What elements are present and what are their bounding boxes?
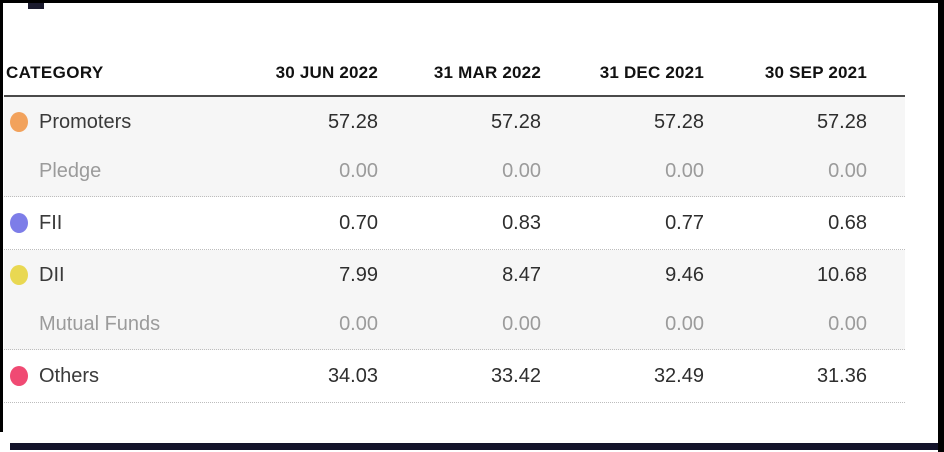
table-row-fii: FII 0.70 0.83 0.77 0.68 — [4, 197, 905, 250]
dii-dot-icon — [10, 265, 28, 285]
frame-border-right — [938, 0, 944, 452]
frame-bottom-bar — [10, 443, 938, 450]
cell-value: 31.36 — [816, 364, 867, 387]
others-dot-icon — [10, 366, 28, 386]
row-label: Others — [39, 364, 100, 387]
cell-value: 57.28 — [816, 110, 867, 133]
cell-value: 0.00 — [665, 160, 704, 182]
cell-value: 7.99 — [339, 263, 378, 286]
cell-value: 8.47 — [502, 263, 541, 286]
column-header-category: CATEGORY — [6, 62, 104, 82]
cell-value: 10.68 — [816, 263, 867, 286]
row-label: Mutual Funds — [39, 313, 161, 335]
cell-value: 0.00 — [665, 313, 704, 335]
cell-value: 57.28 — [490, 110, 541, 133]
cell-value: 57.28 — [653, 110, 704, 133]
cell-value: 0.00 — [502, 313, 541, 335]
column-header-30-jun-2022: 30 JUN 2022 — [275, 62, 378, 82]
shareholding-table: CATEGORY 30 JUN 2022 31 MAR 2022 31 DEC … — [4, 50, 905, 403]
cell-value: 0.00 — [339, 313, 378, 335]
table-row-pledge: Pledge 0.00 0.00 0.00 0.00 — [4, 147, 905, 197]
column-header-31-mar-2022: 31 MAR 2022 — [433, 62, 541, 82]
row-label: Pledge — [39, 160, 102, 182]
cell-value: 0.00 — [502, 160, 541, 182]
cell-value: 0.68 — [828, 211, 867, 234]
table-row-promoters: Promoters 57.28 57.28 57.28 57.28 — [4, 97, 905, 147]
column-header-30-sep-2021: 30 SEP 2021 — [764, 62, 867, 82]
column-header-31-dec-2021: 31 DEC 2021 — [599, 62, 704, 82]
cell-value: 9.46 — [665, 263, 704, 286]
cell-value: 33.42 — [490, 364, 541, 387]
row-label: Promoters — [39, 110, 132, 133]
cell-value: 0.00 — [339, 160, 378, 182]
promoters-dot-icon — [10, 112, 28, 132]
cell-value: 0.77 — [665, 211, 704, 234]
frame-corner-notch — [28, 3, 44, 9]
row-label: DII — [39, 263, 65, 286]
cell-value: 57.28 — [327, 110, 378, 133]
table-header-row: CATEGORY 30 JUN 2022 31 MAR 2022 31 DEC … — [4, 50, 905, 97]
table-row-mutual-funds: Mutual Funds 0.00 0.00 0.00 0.00 — [4, 300, 905, 350]
table-row-others: Others 34.03 33.42 32.49 31.36 — [4, 350, 905, 403]
cell-value: 0.70 — [339, 211, 378, 234]
row-label: FII — [39, 211, 63, 234]
table-row-dii: DII 7.99 8.47 9.46 10.68 — [4, 250, 905, 300]
cell-value: 0.00 — [828, 313, 867, 335]
cell-value: 0.00 — [828, 160, 867, 182]
cell-value: 0.83 — [502, 211, 541, 234]
frame-border-top — [0, 0, 944, 3]
cell-value: 34.03 — [327, 364, 378, 387]
cell-value: 32.49 — [653, 364, 704, 387]
frame-border-left — [0, 0, 3, 432]
fii-dot-icon — [10, 213, 28, 233]
